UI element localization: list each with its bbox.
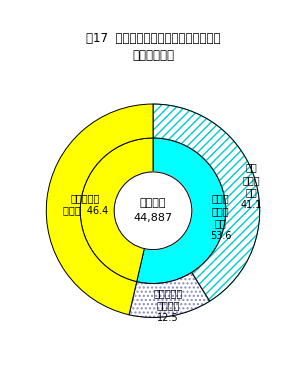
Text: 来客用駐車
場無し  46.4: 来客用駐車 場無し 46.4 <box>63 193 108 216</box>
Text: 44,887: 44,887 <box>133 213 173 223</box>
Wedge shape <box>137 138 226 283</box>
Text: 事業所数: 事業所数 <box>140 198 166 209</box>
Text: 専用
駐車場
有り
41.1: 専用 駐車場 有り 41.1 <box>241 162 262 210</box>
Text: 図17  小売業事業所数の来客用駐車場の: 図17 小売業事業所数の来客用駐車場の <box>86 32 220 45</box>
Wedge shape <box>153 104 260 301</box>
Text: 有無別構成比: 有無別構成比 <box>132 49 174 62</box>
Text: 来客用
駐車場
有り
53.6: 来客用 駐車場 有り 53.6 <box>210 194 231 241</box>
Wedge shape <box>46 104 153 315</box>
Wedge shape <box>129 272 210 317</box>
Circle shape <box>114 172 192 250</box>
Text: 共用駐車場
のみ有り
12.5: 共用駐車場 のみ有り 12.5 <box>153 288 183 323</box>
Wedge shape <box>80 138 153 282</box>
